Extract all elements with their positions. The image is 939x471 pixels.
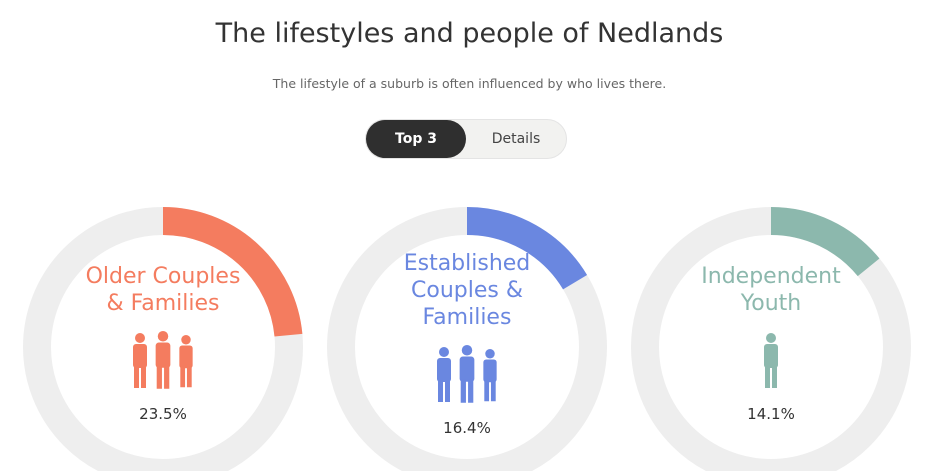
icon [164,365,170,389]
donut-label: Established Couples & Families [403,250,531,330]
icon [437,357,451,382]
donut-label: Independent Youth [701,264,841,316]
icon [133,344,147,368]
donut-card: Independent Youth 14.1% [671,218,871,468]
donut-arc [770,207,880,277]
page-subtitle: The lifestyle of a suburb is often influ… [272,76,667,91]
people-icon [764,333,778,388]
icon [485,348,495,358]
icon [445,379,450,402]
icon [438,379,443,402]
icon [490,379,496,401]
donut-card: Older Couples & Families 23.5% [63,218,263,468]
icon [134,366,139,388]
toggle: Top 3 Details [365,119,567,159]
icon [766,333,776,343]
icon [186,366,192,388]
icon [764,344,778,368]
icon [439,346,449,357]
donut-value: 14.1% [747,405,795,423]
icon [460,379,466,403]
icon [483,358,497,382]
donut-value: 23.5% [139,405,187,423]
icon [155,342,171,368]
icon [157,331,169,342]
people-icon [437,344,497,403]
page-title: The lifestyles and people of Nedlands [215,18,724,49]
donut-value: 16.4% [443,418,491,437]
toggle-option[interactable]: Details [491,131,541,147]
icon [135,333,145,343]
icon [179,345,193,369]
icon [180,366,186,388]
icon [181,335,191,345]
donut-card: Established Couples & Families 16.4% [367,218,567,468]
donut-arc [466,207,588,290]
icon [459,356,475,382]
icon [156,365,162,389]
icon [468,379,474,403]
icon [765,366,770,388]
toggle-option[interactable]: Top 3 [366,120,466,158]
icon [484,379,490,401]
donut-label: Older Couples & Families [85,264,241,316]
icon [141,366,146,388]
people-icon [133,331,193,389]
icon [772,366,777,388]
donut-arc [162,207,303,337]
icon [461,344,473,355]
